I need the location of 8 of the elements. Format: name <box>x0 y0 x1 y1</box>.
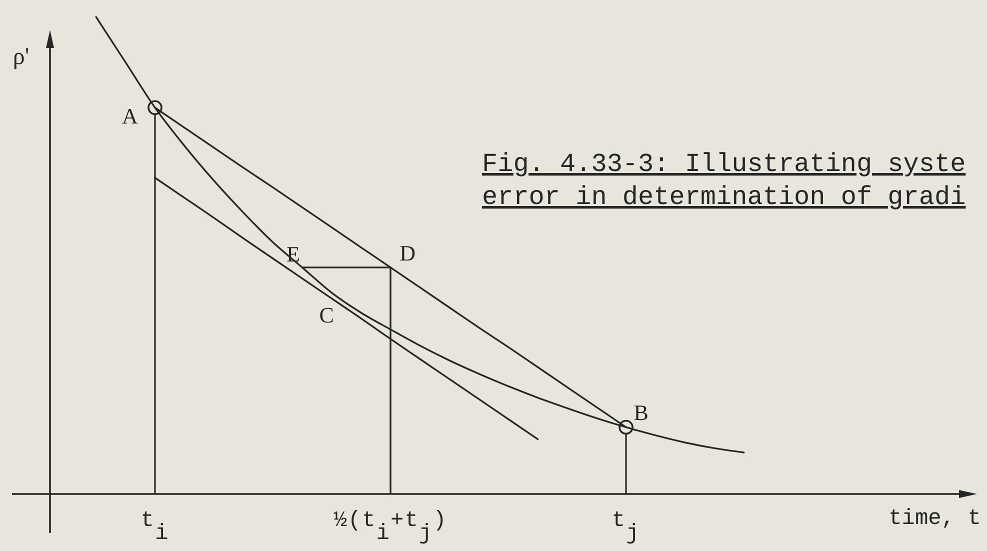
annotation: B <box>634 400 648 425</box>
annotation: D <box>400 240 416 265</box>
annotation: error in determination of gradi <box>482 182 966 212</box>
text: time, t <box>888 506 981 531</box>
annotation: A <box>122 103 138 128</box>
annotation: C <box>319 302 334 328</box>
annotation: Fig. 4.33-3: Illustrating syste <box>482 149 966 179</box>
y-axis-title: ρ' <box>12 44 30 70</box>
